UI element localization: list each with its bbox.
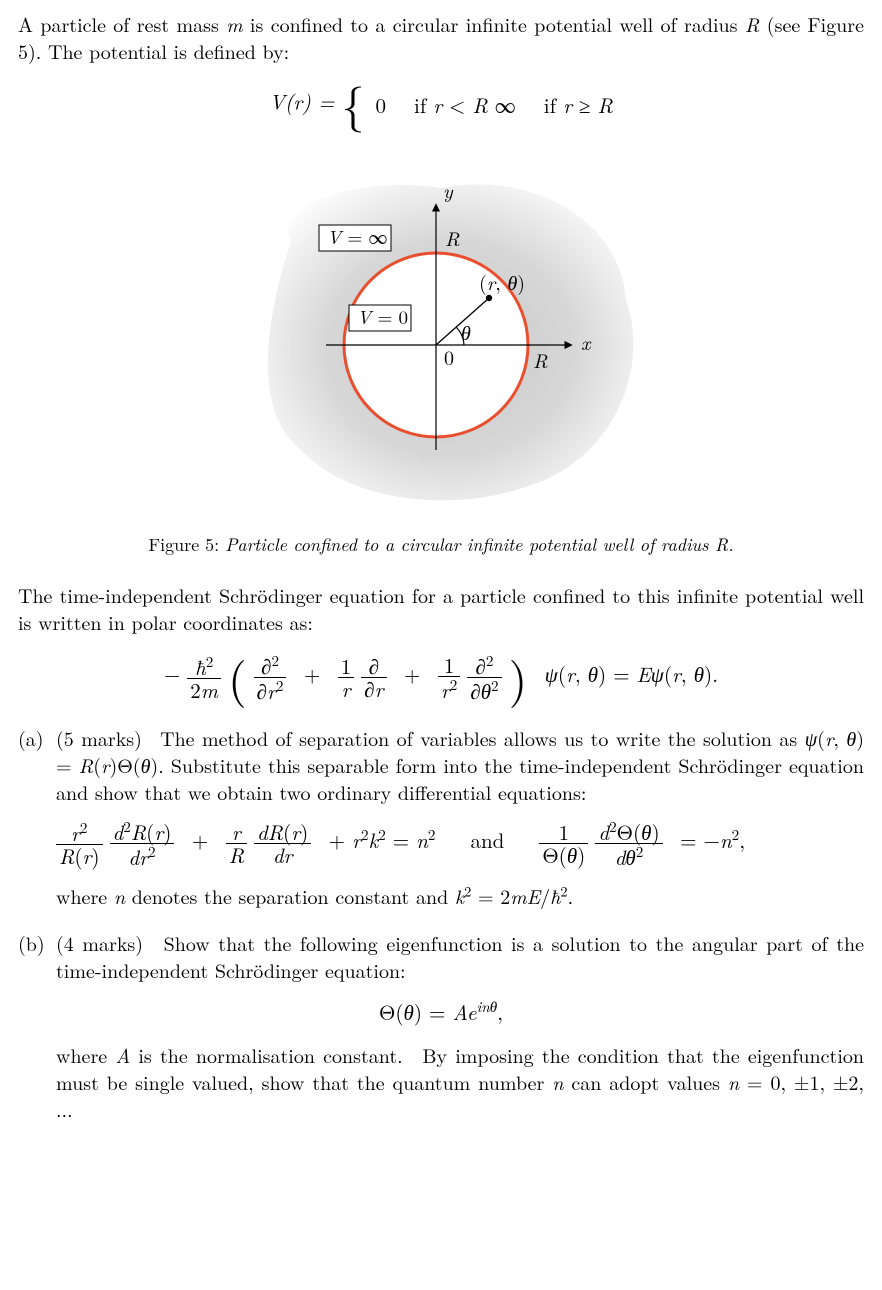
radial-term2b: dR(r) dr <box>254 821 311 866</box>
figure-5: y x 0 R R θ (r, θ) V = ∞ V = 0 Figure 5:… <box>18 150 864 557</box>
figure-caption: Figure 5: Particle confined to a circula… <box>18 533 864 557</box>
question-b: (b) (4 marks) Show that the following ei… <box>18 929 864 983</box>
label-R-top: R <box>445 223 460 252</box>
question-b-label: (b) <box>18 929 56 983</box>
sep-and: and <box>470 825 504 855</box>
case1-value: 0 <box>376 90 387 120</box>
tise-lparen: ( <box>228 652 247 700</box>
tise-1r2: 1 r2 <box>438 654 460 701</box>
figure-caption-text: Particle confined to a circular infinite… <box>225 532 733 557</box>
case1-cond: if r < R <box>414 90 488 120</box>
label-v-inf: V = ∞ <box>327 223 388 250</box>
question-b-marks: (4 marks) <box>56 928 143 957</box>
label-y: y <box>443 175 454 204</box>
figure-5-svg: y x 0 R R θ (r, θ) V = ∞ V = 0 <box>231 150 651 510</box>
case2-cond: if r ≥ R <box>544 90 613 120</box>
tise-equation: − ħ2 2m ( ∂2 ∂r2 + 1 r ∂ ∂r + 1 r2 ∂2 ∂θ… <box>18 653 864 702</box>
question-b-tail: where A is the normalisation constant. B… <box>18 1041 864 1122</box>
label-R-right: R <box>533 345 548 374</box>
potential-definition: V(r) = { 0 if r < R ∞ if r ≥ R <box>18 82 864 128</box>
piecewise-cases: 0 if r < R ∞ if r ≥ R <box>376 91 613 119</box>
angular-eigenfunction: Θ(θ) = Aeinθ, <box>18 997 864 1026</box>
question-b-text1: Show that the following eigenfunction is… <box>56 928 864 984</box>
question-a-tail: where n denotes the separation constant … <box>18 882 864 909</box>
tise-ddr: ∂ ∂r <box>361 655 386 700</box>
radial-term1: r2 R(r) <box>56 820 103 867</box>
tise-d2dr2: ∂2 ∂r2 <box>254 653 287 702</box>
radial-d2R: d2R(r) dr2 <box>110 819 175 868</box>
potential-lhs: V(r) = <box>269 87 334 117</box>
question-a-label: (a) <box>18 724 56 805</box>
figure-caption-label: Figure 5: <box>148 532 219 557</box>
intro-paragraph: A particle of rest mass m is confined to… <box>18 10 864 64</box>
tise-d2dtheta2: ∂2 ∂θ2 <box>467 653 501 702</box>
angular-term2: d2Θ(θ) dθ2 <box>595 819 662 868</box>
angular-term1: 1 Θ(θ) <box>539 821 588 866</box>
label-theta: θ <box>461 317 471 346</box>
tise-1r-ddr: 1 r <box>338 655 355 700</box>
separated-equations: r2 R(r) d2R(r) dr2 + r R dR(r) dr + r2k2… <box>56 819 864 868</box>
left-brace: { <box>342 80 365 126</box>
tise-hbar-over-2m: ħ2 2m <box>187 654 221 701</box>
case2-value: ∞ <box>495 90 516 120</box>
label-rtheta: (r, θ) <box>479 267 525 296</box>
tise-minus: − <box>164 659 180 689</box>
tise-intro: The time-independent Schrödinger equatio… <box>18 581 864 635</box>
question-a-marks: (5 marks) <box>56 723 142 752</box>
tise-rparen: ) <box>509 652 528 700</box>
radial-term2a: r R <box>226 821 247 866</box>
question-a: (a) (5 marks) The method of separation o… <box>18 724 864 805</box>
label-origin: 0 <box>444 342 454 371</box>
label-v-zero: V = 0 <box>357 303 408 330</box>
